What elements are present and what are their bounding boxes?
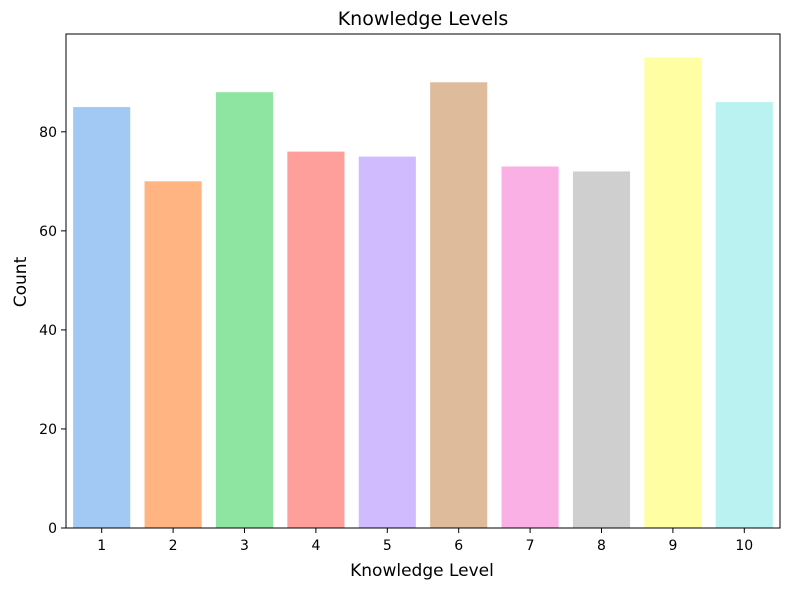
x-tick-label: 5 xyxy=(383,538,392,554)
bar-8 xyxy=(572,171,631,528)
y-tick-label: 40 xyxy=(39,323,57,339)
y-tick-label: 0 xyxy=(48,521,57,537)
x-tick-label: 3 xyxy=(240,538,249,554)
y-tick-label: 60 xyxy=(39,224,57,240)
x-tick-label: 4 xyxy=(311,538,320,554)
x-tick-label: 7 xyxy=(526,538,535,554)
bar-5 xyxy=(358,156,416,528)
bar-4 xyxy=(287,151,345,528)
bar-9 xyxy=(644,57,702,529)
x-tick-label: 9 xyxy=(668,538,677,554)
bar-10 xyxy=(715,102,773,528)
bar-6 xyxy=(430,82,488,528)
x-axis-label: Knowledge Level xyxy=(350,561,494,581)
x-tick-label: 8 xyxy=(597,538,606,554)
x-ticks-group: 1 2 3 4 5 6 7 8 9 10 xyxy=(97,528,753,554)
bar-7 xyxy=(501,166,559,529)
x-tick-label: 10 xyxy=(735,538,753,554)
bar-1 xyxy=(73,107,131,529)
x-tick-label: 1 xyxy=(97,538,106,554)
chart-title: Knowledge Levels xyxy=(338,8,509,30)
y-axis-label: Count xyxy=(11,256,31,307)
bar-2 xyxy=(144,181,202,528)
y-tick-label: 80 xyxy=(39,125,57,141)
plot-frame xyxy=(65,33,781,529)
x-tick-label: 2 xyxy=(169,538,178,554)
bar-3 xyxy=(215,92,274,528)
x-tick-label: 6 xyxy=(454,538,463,554)
y-tick-label: 20 xyxy=(39,422,57,438)
y-ticks-group: 0 20 40 60 80 xyxy=(39,125,66,537)
bars-group xyxy=(73,57,773,529)
